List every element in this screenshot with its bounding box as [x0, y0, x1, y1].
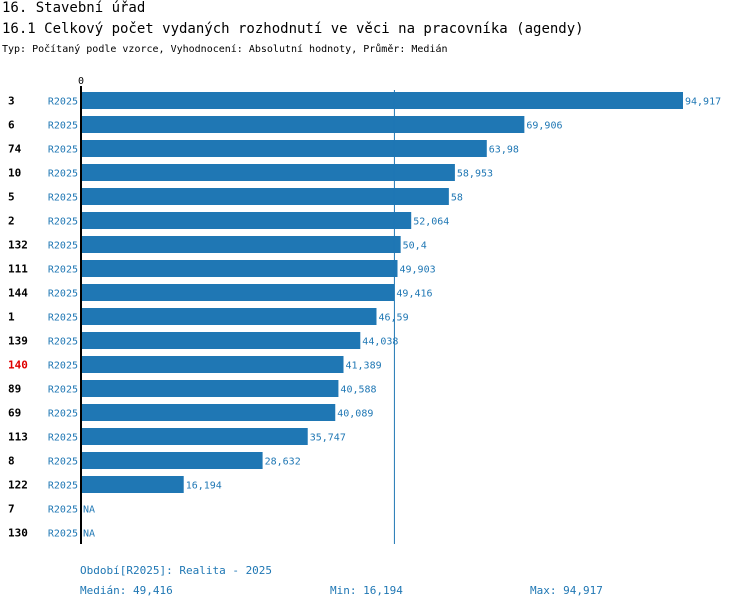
period-label: R2025 — [48, 361, 78, 372]
category-label: 10 — [8, 167, 21, 180]
data-label: 49,416 — [396, 289, 432, 300]
category-label: 111 — [8, 263, 28, 276]
period-label: R2025 — [48, 505, 78, 516]
period-label: R2025 — [48, 97, 78, 108]
category-label: 8 — [8, 455, 15, 468]
data-label: 50,4 — [403, 241, 427, 252]
data-label: 58 — [451, 193, 463, 204]
category-label: 69 — [8, 407, 21, 420]
period-label: R2025 — [48, 313, 78, 324]
data-label: 28,632 — [265, 457, 301, 468]
data-label: 58,953 — [457, 169, 493, 180]
category-label: 3 — [8, 95, 15, 108]
period-label: R2025 — [48, 529, 78, 540]
category-label: 6 — [8, 119, 15, 132]
median-summary: Medián: 49,416 — [80, 584, 173, 597]
period-label: R2025 — [48, 409, 78, 420]
chart-title: 16.1 Celkový počet vydaných rozhodnutí v… — [2, 21, 584, 37]
bar — [81, 212, 412, 229]
bar — [81, 428, 308, 445]
data-label: 35,747 — [310, 433, 346, 444]
period-label: R2025 — [48, 481, 78, 492]
chart-subtitle: Typ: Počítaný podle vzorce, Vyhodnocení:… — [2, 44, 448, 55]
bar — [81, 356, 344, 373]
period-label: R2025 — [48, 289, 78, 300]
data-label: 63,98 — [489, 145, 519, 156]
category-label: 122 — [8, 479, 28, 492]
bar — [81, 380, 339, 397]
bar — [81, 188, 449, 205]
bar — [81, 404, 336, 421]
bar — [81, 92, 683, 109]
min-summary: Min: 16,194 — [330, 584, 403, 597]
period-label: R2025 — [48, 433, 78, 444]
period-label: R2025 — [48, 217, 78, 228]
bar — [81, 284, 395, 301]
period-label: R2025 — [48, 241, 78, 252]
bar — [81, 452, 263, 469]
period-label: R2025 — [48, 145, 78, 156]
max-summary: Max: 94,917 — [530, 584, 603, 597]
category-label: 1 — [8, 311, 15, 324]
bar — [81, 116, 525, 133]
category-label: 74 — [8, 143, 22, 156]
bar — [81, 236, 401, 253]
period-label: R2025 — [48, 193, 78, 204]
period-label: R2025 — [48, 457, 78, 468]
data-label: 41,389 — [346, 361, 382, 372]
bar — [81, 332, 361, 349]
period-label: R2025 — [48, 121, 78, 132]
bar — [81, 140, 487, 157]
data-label: NA — [83, 505, 95, 516]
period-label: R2025 — [48, 265, 78, 276]
bar — [81, 308, 377, 325]
category-label: 7 — [8, 503, 15, 516]
data-label: 94,917 — [685, 97, 721, 108]
data-label: 52,064 — [413, 217, 449, 228]
category-label: 144 — [8, 287, 28, 300]
data-label: NA — [83, 529, 95, 540]
data-label: 49,903 — [400, 265, 436, 276]
bar-chart: 0 3 R2025 94,917 6 R2025 69,906 74 R2025 63,98 10 R… — [8, 76, 721, 544]
period-note: Období[R2025]: Realita - 2025 — [80, 564, 273, 577]
data-label: 44,038 — [362, 337, 398, 348]
category-label: 113 — [8, 431, 28, 444]
category-label: 2 — [8, 215, 15, 228]
category-label: 89 — [8, 383, 21, 396]
data-label: 16,194 — [186, 481, 222, 492]
data-label: 69,906 — [526, 121, 562, 132]
period-label: R2025 — [48, 385, 78, 396]
category-label: 130 — [8, 527, 28, 540]
period-label: R2025 — [48, 337, 78, 348]
bar — [81, 260, 398, 277]
data-label: 40,588 — [340, 385, 376, 396]
category-label: 140 — [8, 359, 28, 372]
category-label: 5 — [8, 191, 15, 204]
category-label: 139 — [8, 335, 28, 348]
period-label: R2025 — [48, 169, 78, 180]
category-label: 132 — [8, 239, 28, 252]
data-label: 40,089 — [337, 409, 373, 420]
bar — [81, 164, 455, 181]
x-axis-tick-label: 0 — [78, 76, 84, 87]
bar — [81, 476, 184, 493]
section-title: 16. Stavební úřad — [2, 0, 146, 16]
data-label: 46,59 — [378, 313, 408, 324]
